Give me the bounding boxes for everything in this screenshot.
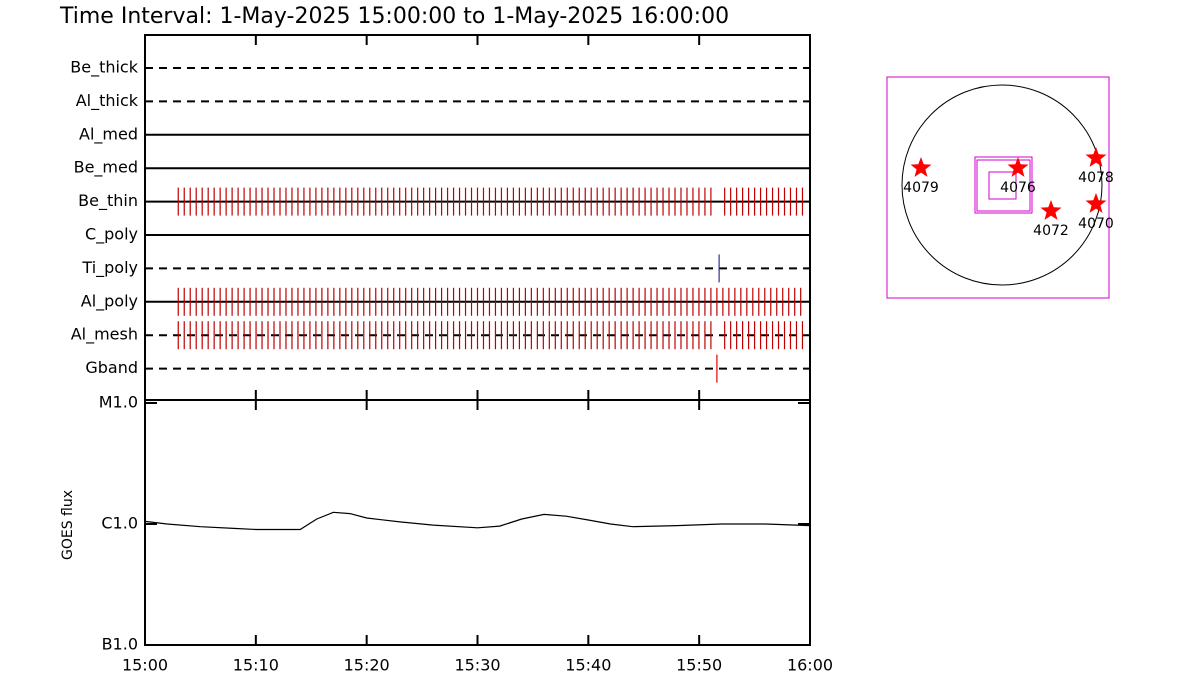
region: 4079 <box>903 157 939 196</box>
fov-box <box>976 159 1031 212</box>
filter-label: Al_mesh <box>71 325 138 345</box>
region: 4078 <box>1078 147 1114 186</box>
y-tick-label: M1.0 <box>99 393 138 412</box>
region: 4076 <box>1000 157 1036 196</box>
region-label: 4076 <box>1000 180 1036 196</box>
x-tick-label: 15:50 <box>676 656 722 675</box>
region-star <box>1007 157 1029 177</box>
filter-label: Al_poly <box>81 291 138 311</box>
filter-label: Be_thick <box>70 58 138 78</box>
filter-label: Gband <box>85 358 138 377</box>
region-label: 4078 <box>1078 170 1114 186</box>
region-label: 4070 <box>1078 216 1114 232</box>
filter-label: Al_med <box>79 124 138 144</box>
x-tick-label: 16:00 <box>787 656 833 675</box>
x-tick-label: 15:40 <box>565 656 611 675</box>
goes-frame <box>144 399 811 646</box>
filter-label: C_poly <box>85 225 138 245</box>
y-tick-label: C1.0 <box>101 514 138 533</box>
filter-label: Ti_poly <box>81 258 138 278</box>
region-star <box>910 157 932 177</box>
y-tick-label: B1.0 <box>102 635 138 654</box>
x-tick-label: 15:20 <box>344 656 390 675</box>
filter-label: Be_med <box>74 158 138 178</box>
goes-curve <box>144 511 811 531</box>
region-star <box>1085 193 1107 213</box>
x-tick-label: 15:30 <box>454 656 500 675</box>
fov-box <box>974 156 1033 214</box>
filter-label: Be_thin <box>78 191 138 211</box>
y-axis-label: GOES flux <box>60 490 76 560</box>
region-star <box>1040 200 1062 220</box>
map-frame <box>886 76 1110 299</box>
region-star <box>1085 147 1107 167</box>
solar-map <box>886 76 1110 299</box>
solar-disk <box>901 84 1103 286</box>
x-tick-label: 15:10 <box>233 656 279 675</box>
regions: 4079 4076 4078 4072 4070 <box>903 147 1114 239</box>
region: 4072 <box>1033 200 1069 239</box>
region: 4070 <box>1078 193 1114 232</box>
region-label: 4072 <box>1033 223 1069 239</box>
title: Time Interval: 1-May-2025 15:00:00 to 1-… <box>59 4 729 29</box>
region-label: 4079 <box>903 180 939 196</box>
x-tick-label: 15:00 <box>122 656 168 675</box>
fov-box <box>988 171 1017 200</box>
filter-label: Al_thick <box>76 91 139 111</box>
